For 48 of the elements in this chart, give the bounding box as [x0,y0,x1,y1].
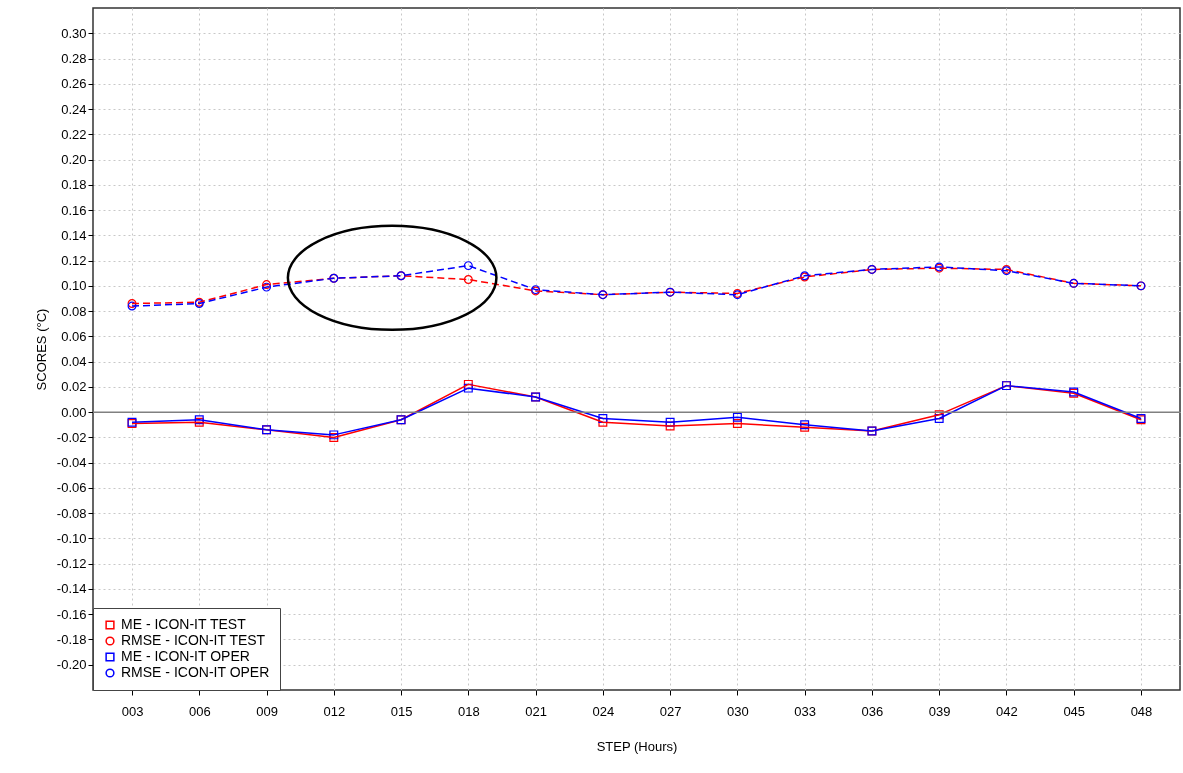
y-tick-label: 0.20 [61,152,87,168]
legend-label: ME - ICON-IT OPER [121,648,250,664]
y-tick-label: -0.10 [56,530,87,546]
y-tick-label: -0.14 [56,581,87,597]
y-tick-label: 0.16 [61,202,87,218]
x-tick-label: 036 [861,703,884,719]
legend-label: ME - ICON-IT TEST [121,616,247,632]
x-tick-label: 003 [121,703,144,719]
y-tick-label: 0.28 [61,51,87,67]
y-tick-label: 0.02 [61,379,87,395]
y-tick-label: 0.06 [61,328,87,344]
y-tick-label: 0.30 [61,25,87,41]
x-tick-label: 030 [727,703,749,719]
y-tick-label: 0.00 [61,404,87,420]
y-tick-label: -0.12 [56,556,87,572]
y-tick-label: 0.14 [61,227,87,243]
x-tick-label: 012 [323,703,346,719]
x-tick-label: 045 [1063,703,1086,719]
y-tick-label: 0.18 [61,177,87,193]
y-axis-title: SCORES (°C) [33,308,49,391]
y-tick-label: 0.24 [61,101,87,117]
y-tick-label: -0.18 [56,631,87,647]
y-tick-label: 0.26 [61,76,87,92]
y-tick-label: 0.22 [61,126,87,142]
x-tick-label: 009 [256,703,278,719]
x-tick-label: 048 [1130,703,1153,719]
x-tick-label: 027 [659,703,682,719]
y-tick-label: 0.08 [61,303,87,319]
x-tick-label: 042 [996,703,1018,719]
x-tick-label: 021 [525,703,547,719]
x-tick-label: 033 [794,703,817,719]
y-tick-label: 0.12 [61,253,87,269]
legend-label: RMSE - ICON-IT TEST [121,632,266,648]
y-tick-label: -0.16 [56,606,87,622]
x-tick-label: 018 [457,703,480,719]
x-tick-label: 039 [928,703,951,719]
y-tick-label: 0.10 [61,278,87,294]
y-tick-label: -0.20 [56,657,87,673]
y-tick-label: -0.02 [56,429,87,445]
y-tick-label: -0.04 [56,455,87,471]
x-tick-label: 015 [390,703,413,719]
x-tick-label: 024 [592,703,615,719]
x-tick-label: 006 [188,703,211,719]
x-axis-title: STEP (Hours) [596,738,678,754]
y-tick-label: -0.06 [56,480,87,496]
y-tick-label: 0.04 [61,354,87,370]
y-tick-label: -0.08 [56,505,87,521]
legend-label: RMSE - ICON-IT OPER [121,664,270,680]
